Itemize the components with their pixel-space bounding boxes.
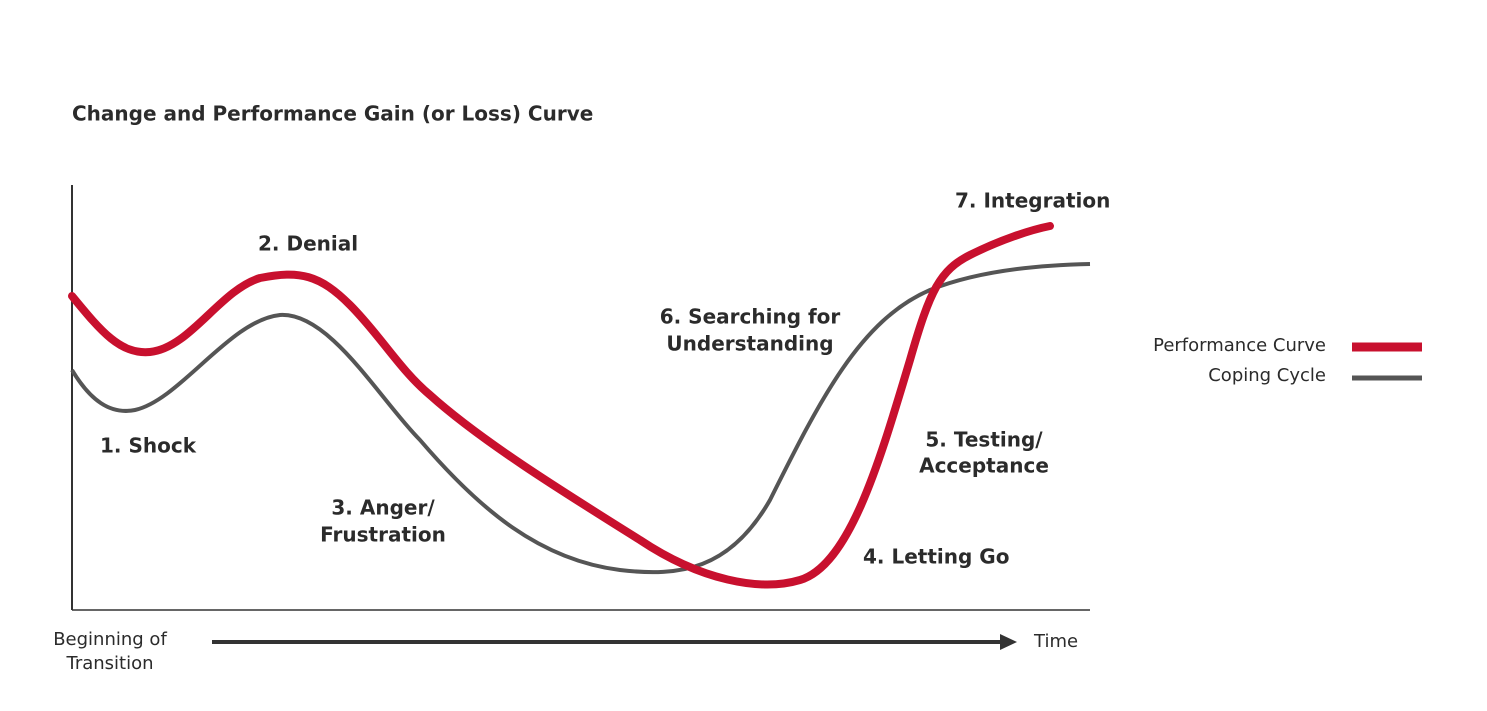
stage-label: 7. Integration (955, 189, 1110, 213)
stage-label: 3. Anger/ (331, 496, 435, 520)
axis-end-label: Time (1033, 631, 1078, 652)
time-arrowhead (1000, 634, 1017, 650)
legend-label: Performance Curve (1153, 335, 1326, 356)
stage-label: 5. Testing/ (925, 428, 1043, 452)
stage-label: Frustration (320, 523, 446, 547)
stage-label: Acceptance (919, 454, 1049, 478)
title: Change and Performance Gain (or Loss) Cu… (72, 102, 593, 126)
stage-label: Understanding (666, 332, 833, 356)
stage-label: 6. Searching for (660, 305, 841, 329)
coping-cycle-curve (70, 262, 1091, 575)
stage-label: 4. Letting Go (863, 545, 1009, 569)
axis-start-label: Transition (65, 653, 153, 674)
stage-label: 1. Shock (100, 434, 197, 458)
legend-label: Coping Cycle (1208, 365, 1326, 386)
performance-curve (68, 222, 1054, 589)
axis-start-label: Beginning of (53, 629, 167, 650)
stage-label: 2. Denial (258, 232, 358, 256)
